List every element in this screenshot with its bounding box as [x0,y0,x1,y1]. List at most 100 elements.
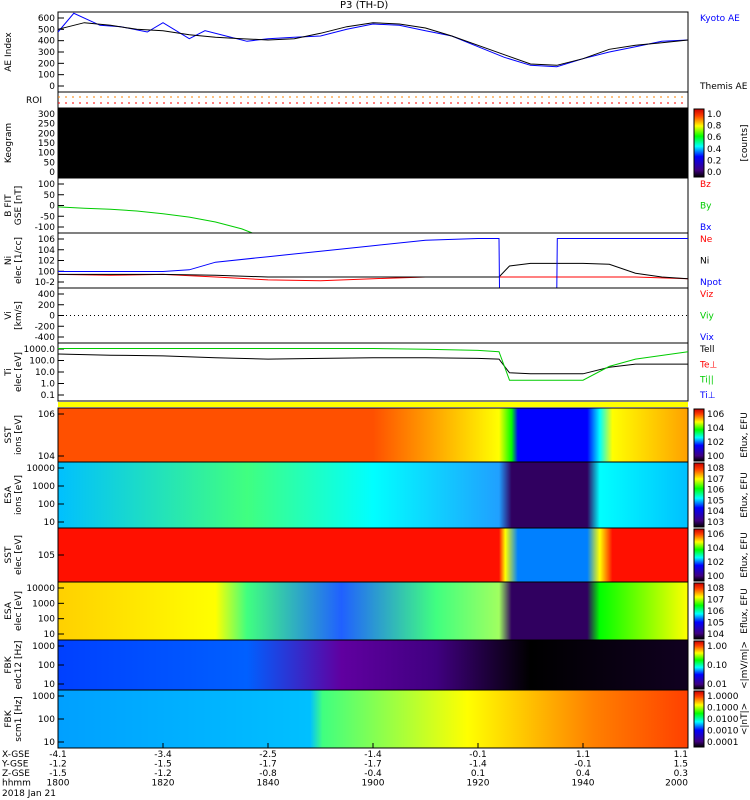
esa_i-spectrogram [58,462,688,528]
sst_e-colorbar-tick: 106 [707,530,724,540]
ti-series-ti [58,348,689,381]
x-axis-tick-hhmm: 2000 [665,779,688,789]
bfit-units: GSE [nT] [14,186,24,225]
bfit-ytick: -50 [40,212,55,222]
ni-series-npot [58,238,688,289]
keogram-colorbar-tick: 0.8 [707,122,722,132]
fbk_e-spectrogram [58,640,688,690]
bfit-legend-0: Bz [700,180,711,190]
ti-ytick: 1000.0 [24,345,56,355]
x-axis-tick-z: -0.4 [364,769,382,779]
vi-legend-1: Viy [700,312,714,322]
ti-legend-0: Tell [699,345,715,355]
x-axis-tick-y: -0.1 [574,760,592,770]
fbk_b-ytick: 10 [44,738,56,748]
sst_i-colorbar-tick: 106 [707,410,724,420]
fbk_b-colorbar-tick: 0.0001 [707,738,739,748]
fbk_e-units: edc12 [Hz] [14,640,24,689]
sst_e-ylabel: SST [4,546,14,563]
ti-legend-3: Ti⊥ [699,391,716,401]
keogram-ylabel: Keogram [4,123,14,163]
fbk_e-colorbar-tick: 0.01 [707,680,727,690]
fbk_e-ytick: 100 [38,661,55,671]
keogram-ytick: 300 [38,110,55,120]
x-axis-row-label: Z-GSE [2,769,30,779]
sst_e-colorbar-tick: 100 [707,572,724,582]
keogram-ytick: 200 [38,129,55,139]
ti-ylabel: Ti [4,368,14,377]
x-axis-tick-x: 1.1 [576,750,590,760]
esa_i-colorbar-label: Eflux, EFU [740,472,750,518]
fbk_e-colorbar [693,640,705,690]
date-label: 2018 Jan 21 [2,789,56,799]
panel-fbk_e: FBK edc12 [Hz] 1000 100 10 1.00 0.10 0.01 <|mV/m… [4,639,750,691]
bfit-ytick: 0 [49,202,55,212]
esa_e-ytick: 10000 [26,584,55,594]
x-axis-row-label: hhmm [2,779,31,789]
ti-frame [57,342,689,402]
x-axis: X-GSEY-GSEZ-GSEhhmm-4.1-1.2-1.51800-3.4-… [1,743,689,789]
vi-ytick: -200 [35,322,56,332]
esa_e-colorbar-tick: 104 [707,630,724,640]
x-axis-tick-x: 1.1 [674,750,688,760]
ae-ytick: 100 [38,71,55,81]
bfit-ytick: 50 [44,191,56,201]
sst_e-spectrogram [58,528,688,582]
vi-legend-2: Vix [700,333,714,343]
ni-ytick: 100 [38,267,55,277]
ni-units: elec [1/cc] [14,237,24,284]
x-axis-tick-z: 0.1 [471,769,485,779]
ti-ytick: 0.1 [41,391,55,401]
x-axis-tick-hhmm: 1840 [257,779,280,789]
fbk_b-ytick: 1000 [32,692,55,702]
esa_e-units: elec [eV] [14,591,24,631]
bfit-series-by [57,206,253,234]
x-axis-tick-z: -1.5 [49,769,67,779]
fbk_b-colorbar-tick: 0.1000 [707,704,739,714]
esa_e-colorbar-tick: 105 [707,619,724,629]
sst_i-units: ions [eV] [14,415,24,455]
x-axis-tick-hhmm: 1800 [47,779,70,789]
x-axis-tick-y: 1.5 [674,760,688,770]
keogram-colorbar-tick: 0.2 [707,156,721,166]
sst_e-colorbar [693,528,705,582]
bfit-legend-2: Bx [700,223,712,233]
sst_e-colorbar-tick: 102 [707,558,724,568]
vi-ytick: 0 [49,312,55,322]
x-axis-tick-y: -1.4 [469,760,487,770]
sst_i-colorbar-tick: 104 [707,424,724,434]
x-axis-tick-x: -4.1 [49,750,67,760]
fbk_b-ylabel: FBK [4,709,14,727]
ni-legend-0: Ne [700,235,713,245]
x-axis-tick-x: -0.1 [469,750,487,760]
fbk_e-colorbar-tick: 1.00 [707,642,727,652]
ti-series-tell [57,353,688,375]
esa_i-ytick: 100 [38,500,55,510]
bfit-ytick: -100 [35,223,56,233]
esa_e-ytick: 100 [38,615,55,625]
bfit-ytick: 100 [38,180,55,190]
bfit-ylabel: B FIT [4,194,14,217]
panel-roi: ROI [26,91,689,109]
sst_e-units: elec [eV] [14,535,24,575]
ti-legend-1: Te⊥ [699,360,718,370]
keogram-colorbar-label: [counts] [740,124,750,161]
fbk_b-colorbar-tick: 0.0010 [707,727,739,737]
ni-series-ne [57,273,689,282]
esa_e-ytick: 10 [44,630,56,640]
sst_i-colorbar-label: Eflux, EFU [740,412,750,458]
esa_i-units: ions [eV] [14,475,24,515]
x-axis-tick-hhmm: 1820 [152,779,175,789]
fbk_e-ylabel: FBK [4,655,14,673]
fbk_b-colorbar-label: <|nT|> [740,703,750,735]
vi-ytick: -400 [35,333,56,343]
ni-ytick: 106 [38,235,55,245]
sst_e-ytick: 105 [38,551,55,561]
x-axis-tick-z: -1.2 [154,769,172,779]
